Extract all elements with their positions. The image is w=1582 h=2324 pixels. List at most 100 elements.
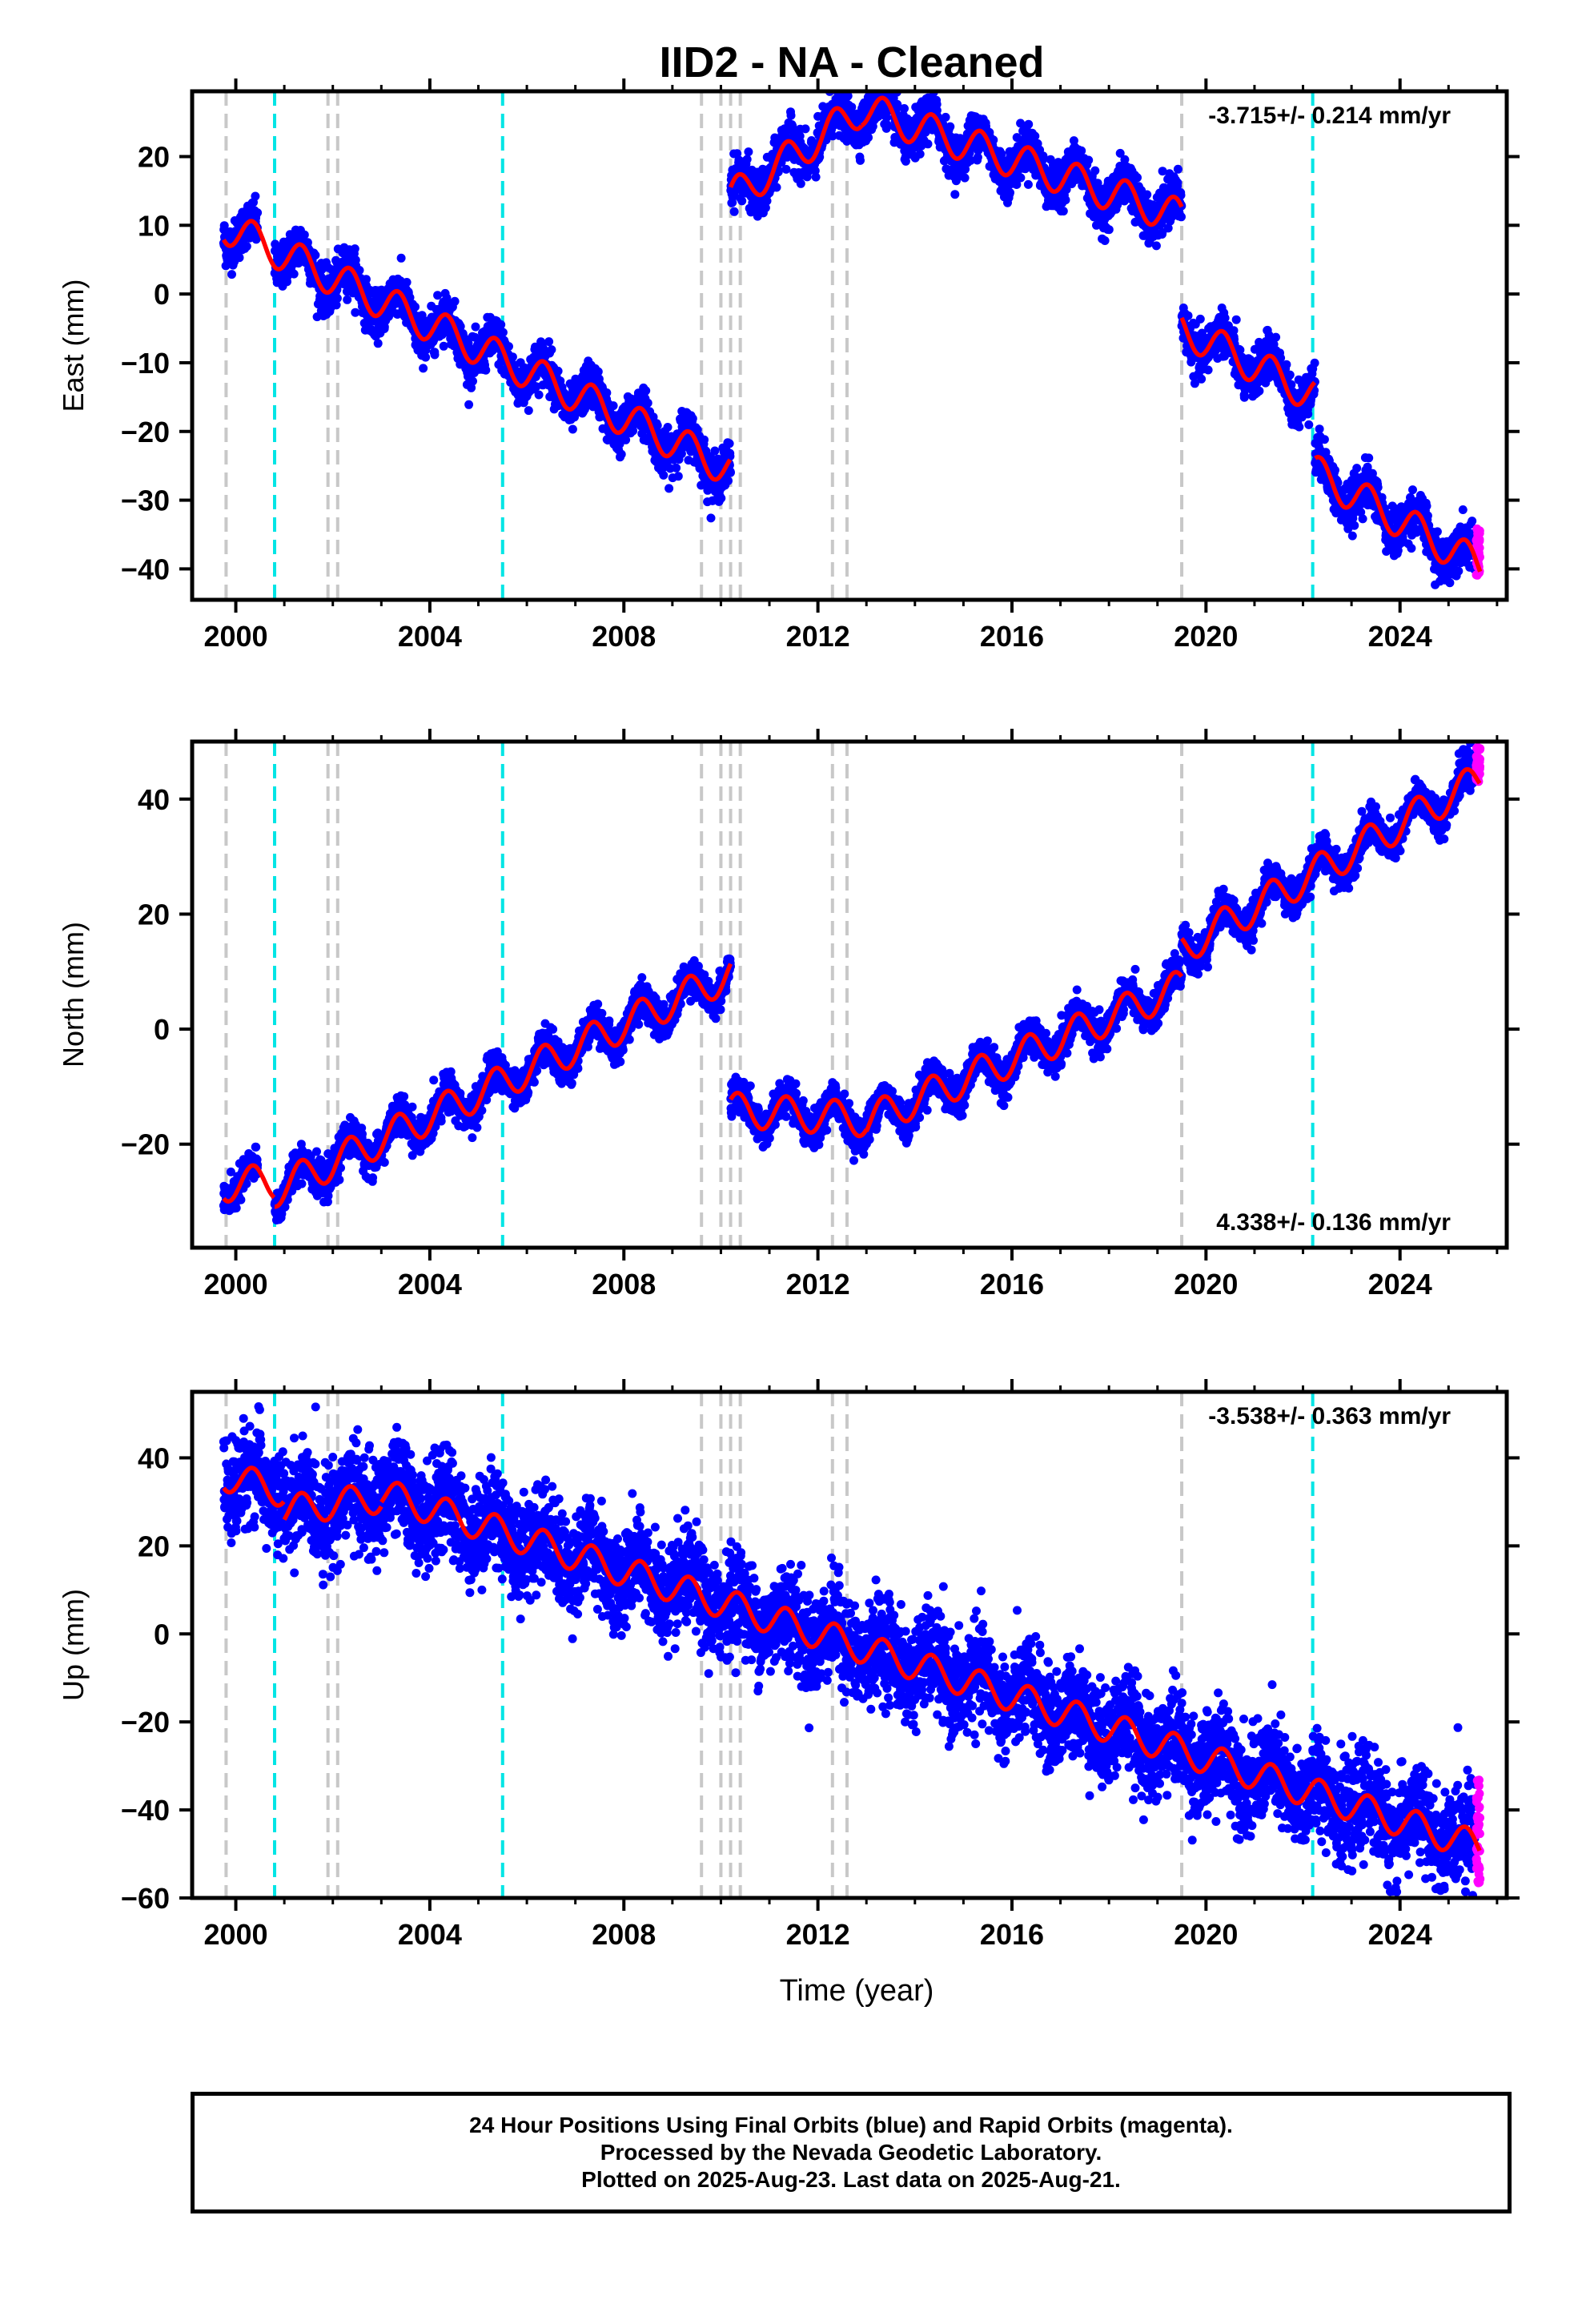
final-orbit-point [311,251,320,260]
final-orbit-point [652,420,662,430]
final-orbit-point [421,352,431,362]
final-orbit-point [450,296,460,306]
final-orbit-point [219,221,229,231]
final-orbit-point [1061,195,1070,205]
final-orbit-point [1173,178,1182,187]
final-orbit-point [332,294,342,303]
final-orbit-point [331,300,341,310]
final-orbit-point [801,124,810,134]
final-orbit-point [1310,358,1319,368]
final-orbit-point [960,173,970,183]
final-orbit-point [608,401,618,411]
final-orbit-point [796,179,805,188]
final-orbit-point [1151,241,1161,251]
final-orbit-point [471,322,480,332]
final-orbit-points [219,91,1480,589]
final-orbit-point [593,367,603,376]
final-orbit-point [299,230,309,239]
final-orbit-point [900,104,909,113]
final-orbit-point [496,320,506,329]
final-orbit-point [1282,360,1291,369]
final-orbit-point [811,172,821,182]
final-orbit-point [1016,173,1026,183]
final-orbit-point [1197,374,1207,384]
final-orbit-point [504,342,513,352]
final-orbit-point [433,291,443,300]
final-orbit-point [289,269,299,279]
final-orbit-point [641,386,651,396]
final-orbit-point [1195,314,1205,324]
final-orbit-point [227,270,236,279]
final-orbit-point [1104,225,1114,235]
final-orbit-point [677,449,686,459]
final-orbit-point [235,253,244,263]
final-orbit-point [524,406,533,416]
final-orbit-point [744,147,753,157]
final-orbit-point [568,424,577,434]
final-orbit-point [717,493,726,503]
final-orbit-point [1255,386,1264,396]
final-orbit-point [659,470,669,480]
final-orbit-point [1177,212,1186,222]
final-orbit-point [643,398,652,408]
final-orbit-point [464,400,474,409]
final-orbit-point [772,183,781,192]
plot-area [219,91,1484,600]
final-orbit-point [1220,313,1230,323]
final-orbit-point [402,278,412,287]
final-orbit-point [1058,207,1068,216]
final-orbit-point [742,155,752,164]
final-orbit-point [856,155,865,165]
final-orbit-point [726,468,735,477]
final-orbit-point [1285,370,1295,380]
final-orbit-point [737,196,747,206]
final-orbit-point [1142,190,1152,199]
final-orbit-point [419,364,428,373]
final-orbit-point [1303,409,1313,419]
final-orbit-point [1231,315,1241,324]
final-orbit-point [1304,420,1314,429]
final-orbit-point [672,463,681,472]
final-orbit-point [1023,179,1033,189]
final-orbit-point [665,484,674,493]
final-orbit-point [950,190,960,199]
final-orbit-point [1090,166,1100,175]
final-orbit-point [616,449,626,459]
final-orbit-point [350,244,359,254]
final-orbit-point [464,339,473,348]
final-orbit-point [663,423,673,432]
final-orbit-point [729,207,739,216]
final-orbit-point [602,388,612,397]
final-orbit-point [786,111,796,120]
final-orbit-point [252,234,262,243]
final-orbit-point [481,365,491,375]
final-orbit-point [710,446,720,456]
panel-east: 2000 2004 2008 2012 2016 2020 2024−40−30−20−10… [57,78,1520,653]
final-orbit-point [781,164,791,174]
final-orbit-point [384,312,393,321]
final-orbit-point [1024,119,1034,129]
final-orbit-point [508,352,517,362]
final-orbit-point [1133,173,1142,183]
final-orbit-point [700,435,709,444]
final-orbit-point [498,328,508,337]
final-orbit-point [405,293,415,302]
final-orbit-point [724,476,733,485]
final-orbit-point [351,308,360,317]
final-orbit-point [915,149,925,159]
final-orbit-point [253,208,263,218]
final-orbit-point [242,242,251,251]
final-orbit-point [1315,424,1324,434]
final-orbit-point [271,239,280,249]
final-orbit-point [688,414,697,424]
final-orbit-point [1239,392,1249,402]
final-orbit-point [1077,146,1086,155]
final-orbit-point [468,376,477,386]
final-orbit-point [439,341,448,351]
final-orbit-point [706,513,716,523]
final-orbit-point [1173,164,1182,174]
final-orbit-point [725,452,735,461]
final-orbit-point [251,191,260,201]
final-orbit-point [456,322,465,332]
